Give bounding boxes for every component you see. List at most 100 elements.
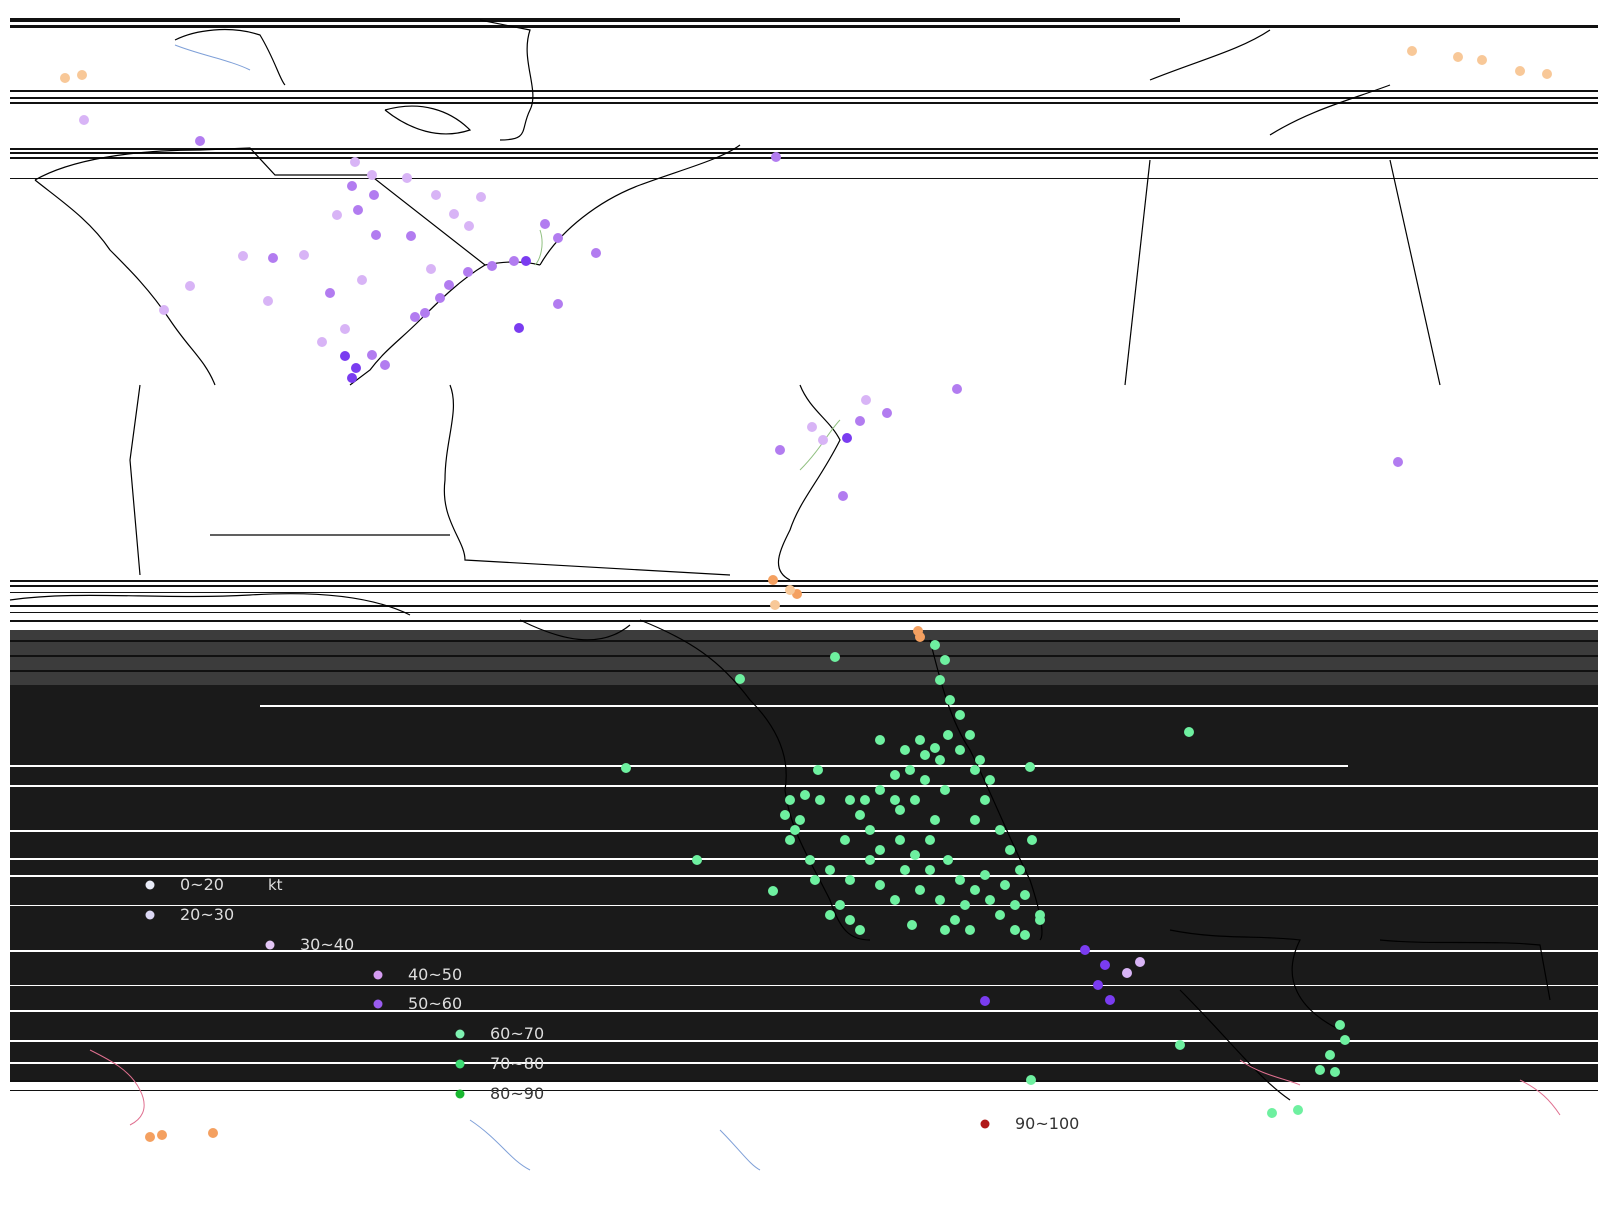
observation-point[interactable] xyxy=(807,422,817,432)
observation-point[interactable] xyxy=(347,373,357,383)
observation-point[interactable] xyxy=(915,885,925,895)
observation-point[interactable] xyxy=(855,416,865,426)
observation-point[interactable] xyxy=(420,308,430,318)
observation-point[interactable] xyxy=(825,865,835,875)
observation-point[interactable] xyxy=(1315,1065,1325,1075)
observation-point[interactable] xyxy=(347,181,357,191)
observation-point[interactable] xyxy=(930,640,940,650)
observation-point[interactable] xyxy=(509,256,519,266)
observation-point[interactable] xyxy=(955,875,965,885)
observation-point[interactable] xyxy=(621,763,631,773)
observation-point[interactable] xyxy=(332,210,342,220)
observation-point[interactable] xyxy=(1020,890,1030,900)
observation-point[interactable] xyxy=(875,880,885,890)
observation-point[interactable] xyxy=(855,925,865,935)
observation-point[interactable] xyxy=(325,288,335,298)
observation-point[interactable] xyxy=(785,585,795,595)
observation-point[interactable] xyxy=(940,785,950,795)
observation-point[interactable] xyxy=(1340,1035,1350,1045)
observation-point[interactable] xyxy=(915,735,925,745)
observation-point[interactable] xyxy=(367,350,377,360)
observation-point[interactable] xyxy=(1453,52,1463,62)
observation-point[interactable] xyxy=(1105,995,1115,1005)
observation-point[interactable] xyxy=(895,835,905,845)
observation-point[interactable] xyxy=(995,825,1005,835)
observation-point[interactable] xyxy=(185,281,195,291)
observation-point[interactable] xyxy=(1000,880,1010,890)
observation-point[interactable] xyxy=(431,190,441,200)
observation-point[interactable] xyxy=(830,652,840,662)
observation-point[interactable] xyxy=(208,1128,218,1138)
observation-point[interactable] xyxy=(487,261,497,271)
observation-point[interactable] xyxy=(970,815,980,825)
observation-point[interactable] xyxy=(350,157,360,167)
observation-point[interactable] xyxy=(768,575,778,585)
observation-point[interactable] xyxy=(845,915,855,925)
observation-point[interactable] xyxy=(865,855,875,865)
observation-point[interactable] xyxy=(960,900,970,910)
observation-point[interactable] xyxy=(785,795,795,805)
observation-point[interactable] xyxy=(268,253,278,263)
observation-point[interactable] xyxy=(444,280,454,290)
observation-point[interactable] xyxy=(406,231,416,241)
observation-point[interactable] xyxy=(770,600,780,610)
observation-point[interactable] xyxy=(882,408,892,418)
observation-point[interactable] xyxy=(771,152,781,162)
observation-point[interactable] xyxy=(145,1132,155,1142)
observation-point[interactable] xyxy=(845,795,855,805)
observation-point[interactable] xyxy=(159,305,169,315)
observation-point[interactable] xyxy=(845,875,855,885)
observation-point[interactable] xyxy=(930,743,940,753)
observation-point[interactable] xyxy=(521,256,531,266)
observation-point[interactable] xyxy=(900,865,910,875)
observation-point[interactable] xyxy=(1542,69,1552,79)
observation-point[interactable] xyxy=(910,795,920,805)
observation-point[interactable] xyxy=(855,810,865,820)
observation-point[interactable] xyxy=(195,136,205,146)
observation-point[interactable] xyxy=(775,445,785,455)
observation-point[interactable] xyxy=(875,845,885,855)
observation-point[interactable] xyxy=(895,805,905,815)
observation-point[interactable] xyxy=(476,192,486,202)
observation-point[interactable] xyxy=(985,775,995,785)
observation-point[interactable] xyxy=(1175,1040,1185,1050)
observation-point[interactable] xyxy=(514,323,524,333)
observation-point[interactable] xyxy=(263,296,273,306)
observation-point[interactable] xyxy=(840,835,850,845)
observation-point[interactable] xyxy=(1005,845,1015,855)
observation-point[interactable] xyxy=(815,795,825,805)
observation-point[interactable] xyxy=(157,1130,167,1140)
observation-point[interactable] xyxy=(367,170,377,180)
observation-point[interactable] xyxy=(975,755,985,765)
observation-point[interactable] xyxy=(813,765,823,775)
observation-point[interactable] xyxy=(553,299,563,309)
observation-point[interactable] xyxy=(1325,1050,1335,1060)
observation-point[interactable] xyxy=(768,886,778,896)
observation-point[interactable] xyxy=(980,996,990,1006)
observation-point[interactable] xyxy=(1015,865,1025,875)
observation-point[interactable] xyxy=(920,775,930,785)
observation-point[interactable] xyxy=(79,115,89,125)
observation-point[interactable] xyxy=(1020,930,1030,940)
observation-point[interactable] xyxy=(60,73,70,83)
observation-point[interactable] xyxy=(553,233,563,243)
observation-point[interactable] xyxy=(940,925,950,935)
observation-point[interactable] xyxy=(943,855,953,865)
observation-point[interactable] xyxy=(825,910,835,920)
observation-point[interactable] xyxy=(1407,46,1417,56)
observation-point[interactable] xyxy=(800,790,810,800)
observation-point[interactable] xyxy=(910,850,920,860)
observation-point[interactable] xyxy=(930,815,940,825)
observation-point[interactable] xyxy=(299,250,309,260)
observation-point[interactable] xyxy=(1122,968,1132,978)
observation-point[interactable] xyxy=(925,865,935,875)
observation-point[interactable] xyxy=(317,337,327,347)
observation-point[interactable] xyxy=(838,491,848,501)
observation-point[interactable] xyxy=(965,925,975,935)
observation-point[interactable] xyxy=(955,745,965,755)
observation-point[interactable] xyxy=(540,219,550,229)
observation-point[interactable] xyxy=(785,835,795,845)
observation-point[interactable] xyxy=(1100,960,1110,970)
observation-point[interactable] xyxy=(1026,1075,1036,1085)
